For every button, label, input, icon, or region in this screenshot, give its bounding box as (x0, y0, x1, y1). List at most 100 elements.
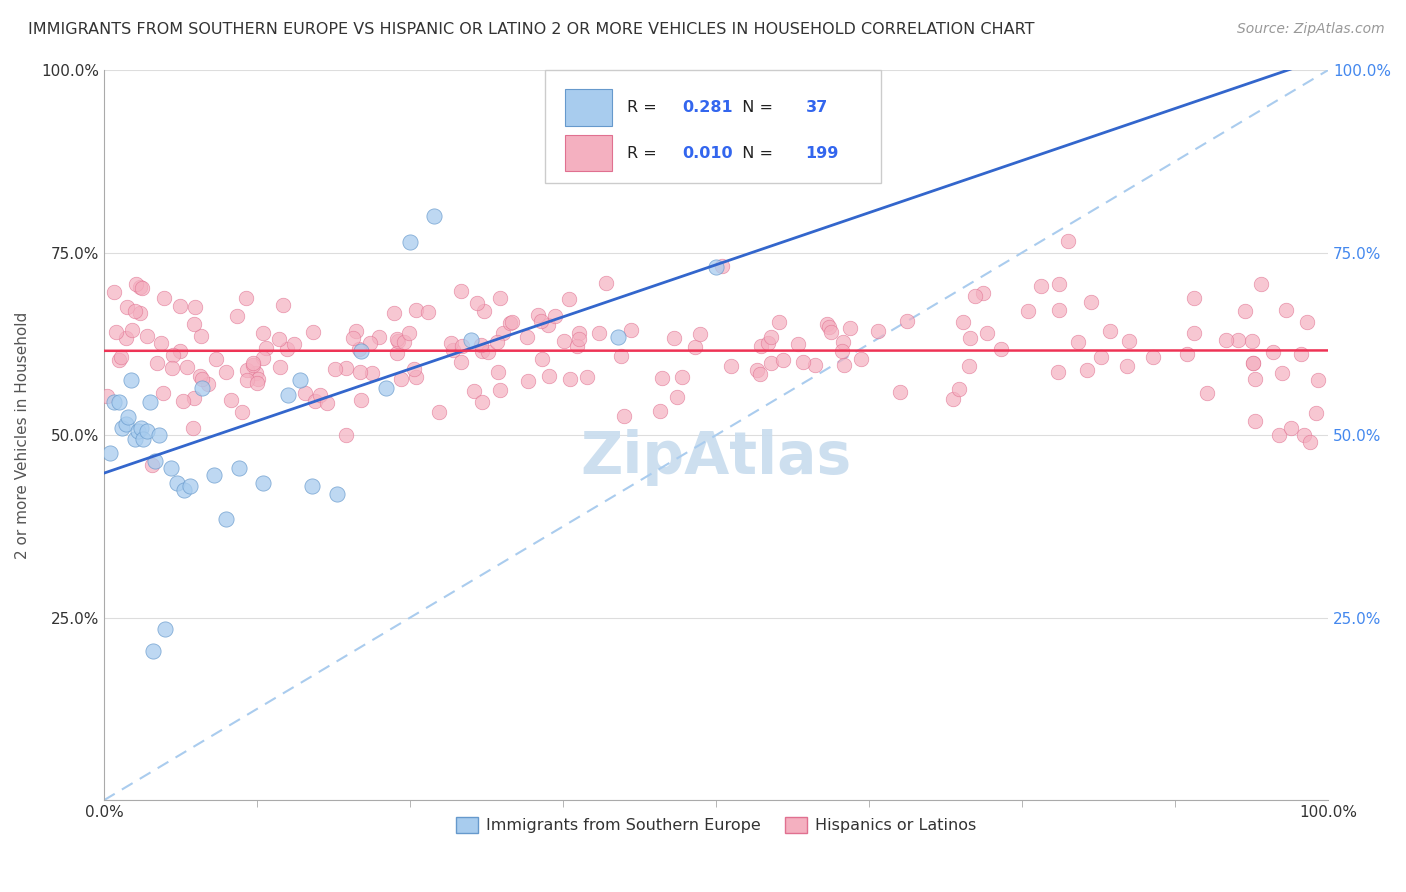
Point (558, 372, 581, 386)
Point (288, 373, 311, 387)
Point (516, 330, 538, 344)
Point (568, 332, 591, 346)
Point (486, 365, 509, 379)
Point (359, 336, 381, 351)
Point (1182, 326, 1205, 340)
Point (620, 323, 643, 337)
Point (957, 359, 980, 374)
Point (1250, 277, 1272, 292)
Point (990, 342, 1012, 356)
Point (301, 479, 323, 493)
Point (399, 235, 422, 249)
Point (183, 317, 205, 331)
Point (1056, 235, 1078, 249)
Point (391, 372, 413, 386)
FancyBboxPatch shape (565, 135, 612, 171)
Point (160, 461, 183, 475)
Text: Source: ZipAtlas.com: Source: ZipAtlas.com (1237, 22, 1385, 37)
Point (252, 351, 274, 366)
Point (451, 339, 474, 353)
Point (463, 384, 485, 398)
Point (254, 341, 277, 355)
Point (942, 392, 965, 407)
Point (1031, 278, 1053, 293)
Point (1268, 428, 1291, 442)
Point (276, 342, 298, 356)
Point (398, 326, 420, 340)
Point (1244, 372, 1267, 386)
Point (190, 329, 212, 343)
Point (1080, 295, 1102, 310)
Point (651, 371, 673, 385)
Point (108, 352, 131, 367)
Legend: Immigrants from Southern Europe, Hispanics or Latinos: Immigrants from Southern Europe, Hispani… (450, 811, 983, 839)
Point (387, 334, 409, 348)
Point (1305, 406, 1327, 420)
Point (252, 326, 274, 340)
Point (188, 369, 211, 384)
Point (537, 318, 560, 333)
Point (205, 352, 228, 367)
Point (831, 343, 853, 358)
Point (689, 327, 711, 342)
Point (1261, 344, 1284, 359)
Point (110, 350, 132, 364)
Text: R =: R = (627, 145, 662, 161)
Point (103, 395, 125, 409)
Point (553, 334, 575, 348)
Point (181, 421, 204, 435)
Point (169, 344, 191, 359)
Point (952, 315, 974, 329)
Point (231, 405, 253, 419)
Point (471, 344, 494, 359)
Point (316, 396, 339, 410)
Point (683, 340, 706, 354)
Text: 0.010: 0.010 (682, 145, 733, 161)
Point (1299, 435, 1322, 450)
Point (756, 336, 779, 351)
Point (803, 358, 825, 372)
Point (1241, 356, 1264, 370)
Point (576, 370, 599, 384)
Point (749, 339, 772, 353)
Point (530, 313, 553, 327)
Point (1175, 347, 1198, 361)
Point (308, 387, 330, 401)
Point (335, 427, 357, 442)
Text: 37: 37 (806, 100, 828, 115)
Point (172, 394, 194, 409)
Point (124, 304, 146, 318)
Point (350, 344, 373, 359)
Point (142, 643, 165, 657)
Point (152, 385, 174, 400)
Point (367, 330, 389, 344)
Point (169, 299, 191, 313)
Point (135, 425, 157, 439)
Point (896, 313, 918, 327)
Point (129, 280, 152, 294)
Point (440, 335, 463, 350)
Point (304, 393, 326, 408)
Point (1227, 333, 1250, 347)
Point (1047, 302, 1070, 317)
Point (120, 373, 142, 387)
Point (215, 365, 238, 379)
Point (1090, 350, 1112, 364)
Point (129, 306, 152, 320)
Point (1292, 428, 1315, 442)
Point (761, 356, 783, 370)
Point (1098, 324, 1121, 338)
Point (1281, 421, 1303, 435)
Point (294, 386, 316, 401)
Point (105, 325, 128, 339)
Point (488, 383, 510, 397)
Point (349, 365, 371, 379)
Point (405, 370, 427, 384)
Point (1017, 304, 1039, 318)
Point (531, 351, 554, 366)
Point (197, 377, 219, 392)
Point (866, 325, 889, 339)
Point (242, 356, 264, 370)
Point (470, 338, 492, 352)
FancyBboxPatch shape (544, 70, 882, 183)
